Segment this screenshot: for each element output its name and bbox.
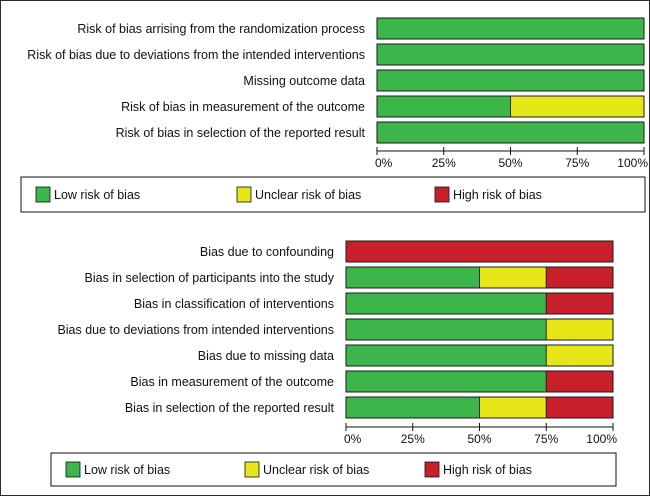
chart2-bar-outline xyxy=(345,370,614,393)
chart1-bar-segment-low xyxy=(376,69,645,92)
chart2-category-label: Bias due to confounding xyxy=(200,245,334,259)
chart1-legend-label: High risk of bias xyxy=(453,188,542,202)
chart1-x-tick-label: 75% xyxy=(565,156,589,170)
chart2-bar-outline xyxy=(345,396,614,419)
chart2-bar-segment-unclear xyxy=(545,344,614,367)
chart2-bar-segment-unclear xyxy=(545,318,614,341)
chart1-category-label: Risk of bias due to deviations from the … xyxy=(27,48,365,62)
chart1-bar-segment-low xyxy=(376,43,645,66)
chart2-category-label: Bias in measurement of the outcome xyxy=(130,375,334,389)
chart2-legend-box xyxy=(50,452,617,487)
chart2-x-tick-label: 25% xyxy=(401,432,425,446)
chart2-bar-segment-low xyxy=(345,266,480,289)
chart2-legend-label: Unclear risk of bias xyxy=(263,463,369,477)
chart2-x-tick-label: 100% xyxy=(586,432,617,446)
chart2-x-tick-label: 0% xyxy=(344,432,362,446)
chart1-x-tick-label: 100% xyxy=(617,156,648,170)
chart2-bar-segment-low xyxy=(345,318,547,341)
chart2-bar-outline xyxy=(345,318,614,341)
chart1-bar-segment-low xyxy=(376,121,645,144)
chart2-bar-segment-high xyxy=(545,370,614,393)
chart2-bar-segment-high xyxy=(545,396,614,419)
chart1-legend-swatch-unclear xyxy=(236,186,252,203)
chart1-bar-segment-low xyxy=(376,17,645,40)
chart1-category-label: Risk of bias in selection of the reporte… xyxy=(116,126,366,140)
chart2-legend-label: Low risk of bias xyxy=(84,463,170,477)
chart1-legend-swatch-high xyxy=(434,186,450,203)
chart1-category-label: Risk of bias in measurement of the outco… xyxy=(121,100,365,114)
chart2-category-label: Bias due to missing data xyxy=(198,349,334,363)
chart1-bar-outline xyxy=(376,69,645,92)
chart2-bar-segment-high xyxy=(545,292,614,315)
chart2-x-tick-label: 75% xyxy=(534,432,558,446)
chart1-x-tick-label: 50% xyxy=(498,156,522,170)
chart1-bar-outline xyxy=(376,95,645,118)
chart2-category-label: Bias in selection of participants into t… xyxy=(85,271,335,285)
chart2-bar-segment-high xyxy=(345,240,614,263)
chart2-bar-segment-low xyxy=(345,344,547,367)
chart1-category-label: Risk of bias arrising from the randomiza… xyxy=(77,22,365,36)
chart1-bar-segment-low xyxy=(376,95,511,118)
chart2-bar-outline xyxy=(345,292,614,315)
chart2-category-label: Bias in selection of the reported result xyxy=(125,401,335,415)
chart2-bar-outline xyxy=(345,240,614,263)
chart1-bar-segment-unclear xyxy=(510,95,645,118)
chart2-legend-swatch-low xyxy=(65,461,81,478)
chart2-legend-swatch-unclear xyxy=(244,461,260,478)
chart1-category-label: Missing outcome data xyxy=(243,74,365,88)
chart2-bar-segment-high xyxy=(545,266,614,289)
chart2-bar-segment-unclear xyxy=(479,396,547,419)
chart1-legend-box xyxy=(20,176,646,213)
chart1-legend-label: Unclear risk of bias xyxy=(255,188,361,202)
chart1-legend-swatch-low xyxy=(35,186,51,203)
chart2-category-label: Bias in classification of interventions xyxy=(134,297,334,311)
chart2-x-tick-label: 50% xyxy=(467,432,491,446)
chart2-bar-segment-low xyxy=(345,370,547,393)
chart2-legend-swatch-high xyxy=(424,461,440,478)
chart2-bar-segment-low xyxy=(345,396,480,419)
chart1-x-tick-label: 0% xyxy=(375,156,393,170)
chart2-bar-segment-unclear xyxy=(479,266,547,289)
chart1-x-tick-label: 25% xyxy=(432,156,456,170)
chart2-bar-outline xyxy=(345,266,614,289)
chart2-legend-label: High risk of bias xyxy=(443,463,532,477)
chart1-bar-outline xyxy=(376,17,645,40)
chart2-category-label: Bias due to deviations from intended int… xyxy=(57,323,334,337)
chart1-bar-outline xyxy=(376,121,645,144)
chart2-bar-outline xyxy=(345,344,614,367)
chart1-bar-outline xyxy=(376,43,645,66)
chart1-legend-label: Low risk of bias xyxy=(54,188,140,202)
chart2-bar-segment-low xyxy=(345,292,547,315)
